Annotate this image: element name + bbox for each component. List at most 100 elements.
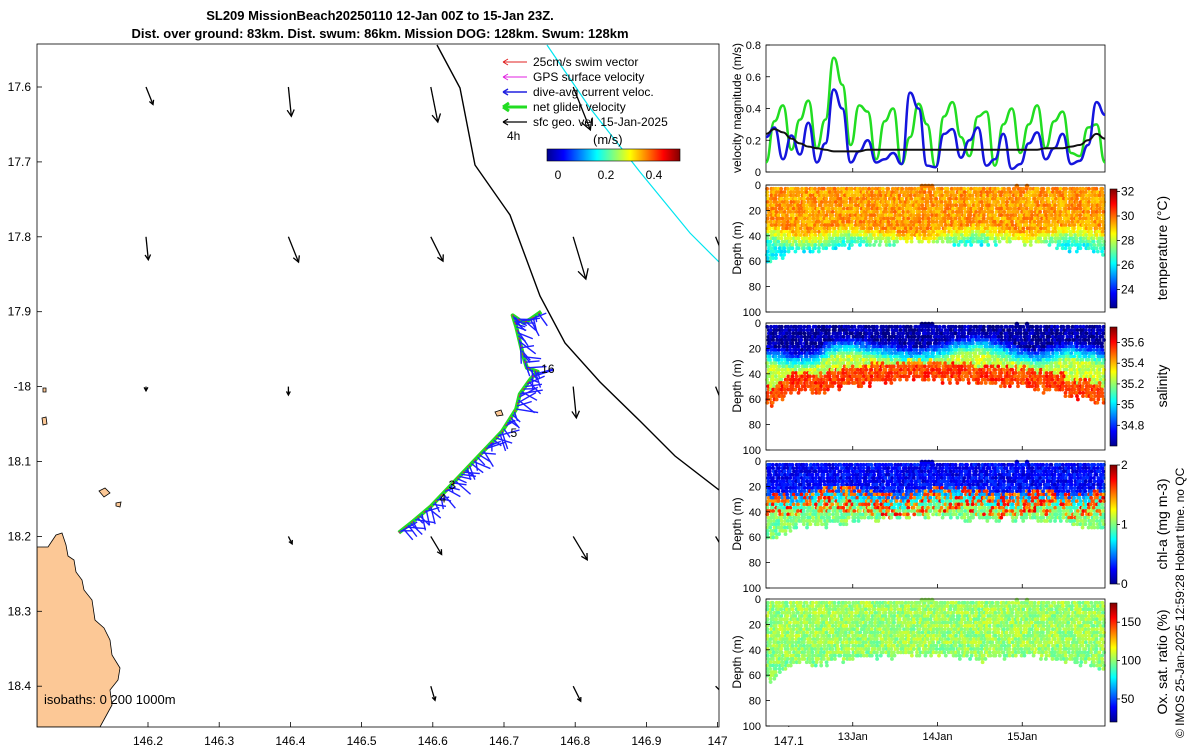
section-dot (783, 206, 788, 211)
section-dot (940, 381, 945, 385)
dive-avg-current-vector (442, 493, 456, 509)
section-dot (976, 354, 981, 359)
section-dot (1058, 331, 1063, 336)
section-dot (806, 229, 811, 234)
surface-marker (1024, 183, 1030, 189)
section-dot (977, 338, 982, 342)
section-dot (771, 249, 776, 254)
section-dot (1069, 394, 1074, 399)
section-dot (945, 206, 950, 211)
section-dot (863, 371, 868, 375)
section-dot (1007, 233, 1012, 237)
section-dot (771, 486, 776, 490)
section-dot (889, 371, 894, 375)
section-dot (867, 384, 872, 389)
section-dot (855, 219, 860, 224)
section-dot (993, 213, 997, 218)
section-dot (1010, 361, 1015, 366)
dive-avg-current-vector (432, 503, 447, 508)
section-dot (952, 243, 957, 247)
section-dot (999, 193, 1003, 198)
section-dot (819, 348, 823, 352)
section-dot (999, 331, 1004, 336)
section-dot (951, 354, 956, 359)
section-dot (903, 364, 908, 369)
section-dot (970, 357, 975, 362)
section-dot (879, 210, 884, 214)
section-dot (847, 364, 851, 369)
section-dot (879, 196, 884, 201)
depth-tick-label: 60 (749, 394, 761, 406)
section-dot (957, 236, 961, 241)
section-dot (945, 193, 950, 198)
section-dot (942, 351, 947, 356)
section-dot (828, 196, 833, 201)
map-x-tick-label: 146.3 (204, 734, 234, 748)
dive-avg-current-vector (523, 355, 542, 360)
section-dot (797, 206, 802, 211)
section-dot (952, 213, 956, 218)
section-dot (1016, 374, 1021, 379)
section-dot (793, 351, 798, 356)
section-dot (789, 236, 793, 241)
section-dot (912, 334, 917, 339)
section-dot (981, 354, 986, 359)
section-dot (1067, 239, 1071, 244)
section-dot (993, 367, 998, 372)
section-dot (945, 186, 950, 191)
section-dot (841, 236, 846, 241)
section-dot (884, 233, 889, 237)
section-dot (934, 196, 939, 201)
section-dot (841, 377, 846, 382)
section-dot (875, 226, 880, 231)
section-dot (815, 213, 820, 218)
section-dot (855, 210, 860, 214)
section-dot (1097, 381, 1102, 385)
section-dot (945, 374, 950, 379)
section-dot (1094, 233, 1099, 237)
section-dot (841, 213, 846, 218)
section-dot (948, 344, 953, 349)
section-dot (1010, 364, 1014, 369)
section-dot (776, 236, 781, 241)
section-dot (962, 190, 967, 195)
section-dot (1038, 371, 1043, 375)
section-dot (870, 348, 875, 352)
section-dot (1081, 236, 1086, 241)
plot-title-line-2: Dist. over ground: 83km. Dist. swum: 86k… (131, 26, 629, 41)
section-dot (776, 351, 781, 356)
section-dot (1049, 344, 1054, 349)
section-dot (765, 239, 770, 244)
section-dot (1095, 377, 1100, 382)
section-dot (894, 200, 899, 204)
section-dot (891, 193, 896, 198)
section-dot (779, 236, 784, 241)
section-dot (812, 196, 817, 201)
section-dot (926, 216, 931, 221)
section-dot (788, 528, 793, 533)
section-dot (892, 243, 896, 247)
section-dot (766, 213, 771, 218)
section-dot (779, 377, 784, 382)
map-axes-box (36, 43, 720, 728)
section-dot (1050, 341, 1054, 346)
section-dot (939, 328, 944, 333)
section-dot (1041, 357, 1046, 362)
section-dot (841, 361, 846, 366)
section-dot (993, 193, 998, 198)
section-dot (984, 371, 989, 375)
section-dot (950, 203, 955, 208)
section-dot (838, 348, 843, 352)
section-dot (814, 193, 818, 198)
section-dot (1013, 206, 1018, 211)
section-dot (771, 203, 776, 208)
section-dot (908, 206, 913, 211)
map-y-tick-label: 18.2 (8, 529, 32, 543)
section-dot (799, 338, 804, 342)
section-dot (872, 210, 876, 214)
section-dot (931, 203, 936, 208)
section-dot (880, 361, 885, 366)
section-dot (1015, 210, 1020, 214)
section-dot (770, 252, 775, 257)
map-x-tick-label: 146.4 (275, 734, 305, 748)
